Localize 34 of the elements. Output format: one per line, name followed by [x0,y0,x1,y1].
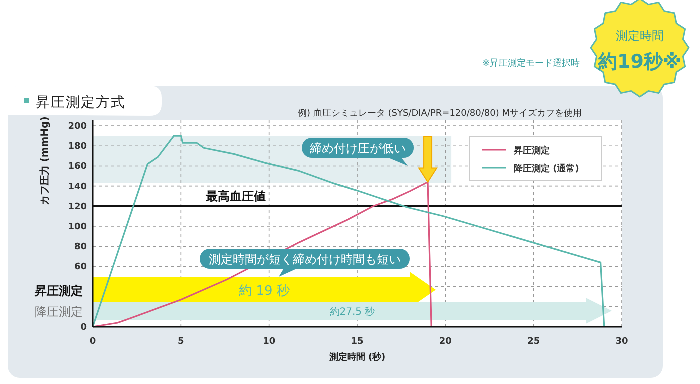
x-tick-label: 5 [178,337,184,347]
chart-subtitle: 例) 血圧シミュレータ (SYS/DIA/PR=120/80/80) Mサイズカフを使用 [298,108,582,119]
text: 約19秒※ [598,51,682,73]
y-tick-label: 200 [68,122,87,132]
y-tick-label: 140 [68,182,87,192]
x-tick-label: 25 [528,337,540,347]
y-tick-label: 120 [68,202,87,212]
annotation: 約27.5 秒 [330,306,376,318]
annotation: 約 19 秒 [239,284,290,299]
y-axis-title: カフ圧力 (mmHg) [39,116,51,206]
y-tick-label: 0 [80,323,87,333]
chart-title: 昇圧測定方式 [36,95,126,111]
annotation: 締め付け圧が低い [309,142,406,156]
text: 測定時間 [616,29,664,43]
x-tick-label: 10 [263,337,276,347]
legend-label: 昇圧測定 [513,146,550,156]
y-tick-label: 180 [68,142,87,152]
text: ※昇圧測定モード選択時 [482,58,580,69]
x-tick-label: 15 [351,337,364,347]
x-tick-label: 20 [439,337,452,347]
y-tick-label: 60 [74,262,87,273]
line-series [92,135,606,328]
line-series [92,182,432,328]
ref-line-label: 最高血圧値 [204,189,266,204]
text: 昇圧測定 [34,284,83,298]
y-tick-label: 80 [74,242,87,253]
annotation: 測定時間が短く締め付け時間も短い [209,252,401,266]
text: 降圧測定 [35,305,83,319]
y-tick-label: 100 [68,222,87,233]
legend-label: 降圧測定 (通常) [514,164,580,174]
x-tick-label: 30 [616,337,628,347]
x-tick-label: 0 [90,337,96,347]
y-tick-label: 160 [68,162,87,172]
x-axis-title: 測定時間 (秒) [328,352,386,363]
